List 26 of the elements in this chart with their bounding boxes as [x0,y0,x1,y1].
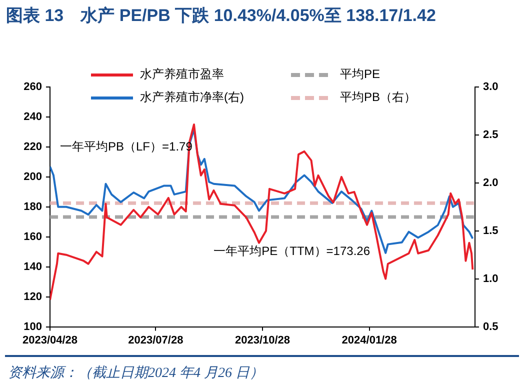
y2-tick-label: 0.5 [483,320,498,333]
y-tick-label: 160 [24,230,42,243]
y2-tick-label: 2.5 [483,128,498,141]
chart-title: 图表 13 水产 PE/PB 下跌 10.43%/4.05%至 138.17/1.42 [6,5,436,27]
y-tick-label: 240 [24,111,42,124]
legend-label: 平均PB（右） [340,89,416,106]
y2-tick-label: 1.5 [483,224,498,237]
text: 资料来源：（截止日期2024 年4 月26 日） [8,364,264,382]
y-tick-label: 100 [24,320,42,333]
y2-tick-label: 3.0 [483,81,498,94]
legend-label: 水产养殖市盈率 [140,66,224,83]
y-tick-label: 140 [24,260,42,273]
y-tick-label: 220 [24,140,42,153]
y-tick-label: 200 [24,170,42,183]
y2-tick-label: 2.0 [483,176,498,189]
x-tick-label: 2023/04/28 [22,334,78,346]
y-tick-label: 180 [24,200,42,213]
y-tick-label: 120 [24,290,42,303]
x-tick-label: 2023/10/28 [234,334,290,346]
legend-label: 水产养殖市净率(右) [140,89,244,106]
legend-label: 平均PE [340,66,380,83]
x-tick-label: 2024/01/28 [342,334,397,346]
x-tick-label: 2023/07/28 [128,334,184,346]
y-tick-label: 260 [24,81,42,94]
y2-tick-label: 1.0 [483,272,498,285]
annotation: 一年平均PE（TTM）=173.26 [214,244,370,258]
